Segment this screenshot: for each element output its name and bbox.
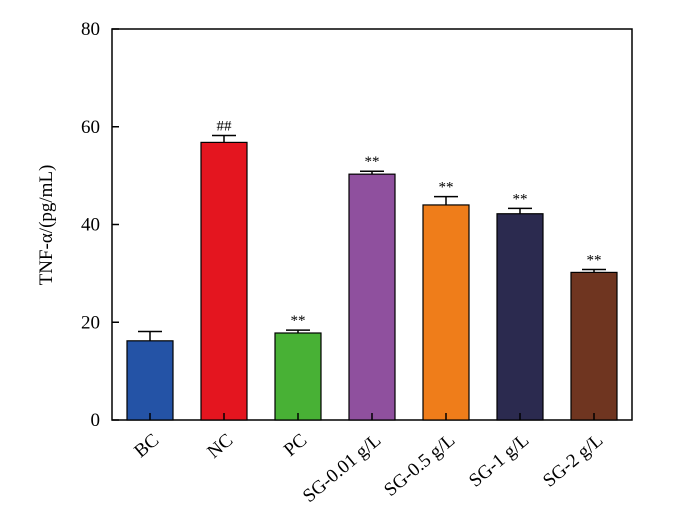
- y-tick-label: 40: [81, 215, 100, 236]
- bar-2: [200, 141, 248, 421]
- significance-label: **: [365, 154, 380, 170]
- significance-label: **: [513, 191, 528, 207]
- x-tick-label: SG-0.01 g/L: [299, 430, 385, 507]
- significance-annotations: ## ** ** ** ** **: [217, 119, 602, 330]
- bar-4: [348, 173, 396, 421]
- error-bars: [138, 134, 606, 341]
- bar-5: [422, 204, 470, 421]
- bar-6: [496, 213, 544, 421]
- y-tick-label: 20: [81, 312, 100, 333]
- y-ticks: 0 20 40 60 80: [81, 19, 119, 431]
- significance-label: **: [587, 252, 602, 268]
- significance-label: ##: [217, 119, 233, 135]
- x-tick-label: BC: [130, 430, 163, 462]
- x-tick-label: PC: [280, 430, 311, 461]
- x-tick-label: SG-2 g/L: [539, 430, 607, 492]
- bars: [126, 141, 618, 421]
- y-tick-label: 60: [81, 117, 100, 138]
- x-tick-label: SG-0.5 g/L: [380, 430, 459, 501]
- bar-3: [274, 332, 322, 421]
- significance-label: **: [439, 180, 454, 196]
- y-tick-label: 0: [91, 410, 101, 431]
- x-tick-label: NC: [203, 430, 237, 463]
- significance-label: **: [291, 313, 306, 329]
- x-tick-label: SG-1 g/L: [465, 430, 533, 492]
- bar-1: [126, 340, 174, 421]
- y-tick-label: 80: [81, 19, 100, 40]
- y-axis-label: TNF-α/(pg/mL): [36, 165, 57, 286]
- bar-7: [570, 271, 618, 421]
